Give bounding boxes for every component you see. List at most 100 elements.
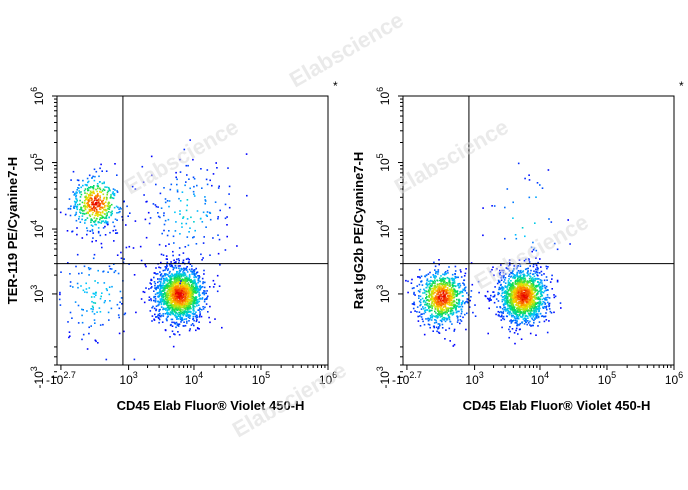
event-dot (532, 265, 535, 268)
event-dot (107, 271, 109, 273)
event-dot (488, 307, 490, 310)
event-dot (551, 274, 553, 277)
event-dot (105, 198, 108, 201)
event-dot (169, 291, 172, 293)
y-tick-label: 106 (29, 87, 46, 105)
event-dot (196, 271, 199, 273)
event-dot (503, 298, 505, 301)
event-dot (186, 236, 189, 238)
event-dot (161, 275, 164, 278)
event-dot (518, 278, 521, 281)
event-dot (496, 282, 499, 285)
event-dot (196, 287, 199, 290)
event-dot (194, 274, 196, 277)
event-dot (190, 295, 192, 298)
event-dot (168, 205, 170, 208)
event-dot (518, 306, 520, 309)
event-dot (524, 277, 526, 280)
event-dot (435, 306, 437, 308)
event-dot (426, 282, 428, 284)
event-dot (91, 230, 94, 232)
event-dot (201, 277, 204, 280)
event-dot (166, 200, 169, 202)
event-dot (174, 322, 176, 324)
event-dot (533, 275, 536, 278)
event-dot (192, 158, 194, 161)
event-dot (538, 304, 541, 306)
event-dot (463, 302, 466, 304)
event-dot (429, 288, 432, 290)
event-dot (515, 329, 517, 332)
event-dot (186, 277, 188, 279)
event-dot (499, 274, 501, 276)
event-dot (498, 272, 501, 275)
event-dot (539, 289, 542, 292)
event-dot (120, 297, 123, 299)
event-dot (456, 302, 459, 305)
event-dot (523, 281, 525, 283)
event-dot (167, 306, 170, 308)
event-dot (520, 277, 523, 279)
event-dot (90, 224, 93, 226)
event-dot (456, 315, 458, 317)
event-dot (536, 297, 539, 300)
event-dot (453, 278, 455, 281)
event-dot (167, 304, 169, 307)
event-dot (98, 200, 100, 202)
event-dot (171, 307, 174, 309)
event-dot (504, 297, 506, 300)
event-dot (434, 285, 436, 287)
event-dot (540, 287, 542, 289)
event-dot (426, 304, 428, 306)
event-dot (501, 308, 504, 310)
event-dot (96, 196, 98, 198)
event-dot (440, 319, 443, 322)
event-dot (75, 265, 77, 268)
event-dot (112, 229, 115, 232)
event-dot (100, 191, 103, 194)
event-dot (97, 215, 99, 217)
event-dot (102, 227, 105, 229)
event-dot (174, 302, 176, 304)
event-dot (68, 331, 71, 333)
event-dot (445, 282, 448, 284)
event-dot (507, 280, 510, 282)
event-dot (508, 288, 511, 291)
event-dot (431, 301, 434, 304)
event-dot (116, 232, 119, 234)
event-dot (182, 271, 184, 273)
event-dot (176, 286, 178, 288)
event-dot (221, 326, 223, 329)
event-dot (88, 197, 91, 199)
event-dot (175, 273, 177, 276)
event-dot (456, 276, 458, 279)
event-dot (103, 206, 106, 209)
event-dot (442, 287, 445, 289)
event-dot (180, 310, 182, 313)
event-dot (420, 298, 422, 301)
event-dot (183, 318, 186, 321)
event-dot (158, 315, 161, 317)
event-dot (194, 315, 197, 318)
event-dot (185, 284, 187, 286)
event-dot (441, 314, 443, 316)
event-dot (82, 212, 85, 215)
event-dot (536, 182, 539, 184)
event-dot (462, 282, 464, 284)
event-dot (418, 291, 421, 293)
event-dot (158, 302, 161, 304)
event-dot (420, 275, 423, 278)
event-dot (226, 216, 228, 218)
event-dot (419, 301, 422, 304)
event-dot (516, 323, 519, 326)
event-dot (101, 215, 104, 218)
event-dot (104, 300, 106, 302)
event-dot (439, 291, 442, 294)
event-dot (182, 272, 185, 275)
event-dot (422, 308, 425, 310)
event-dot (169, 280, 171, 282)
event-dot (91, 310, 94, 313)
event-dot (91, 198, 94, 200)
event-dot (201, 286, 204, 288)
event-dot (198, 275, 200, 277)
